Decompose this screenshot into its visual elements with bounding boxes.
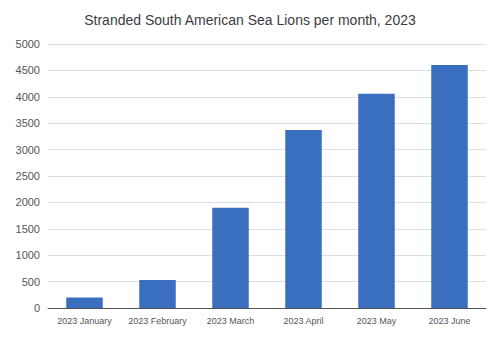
svg-text:0: 0 [34,302,40,314]
svg-text:1500: 1500 [16,223,40,235]
svg-text:500: 500 [22,276,40,288]
svg-text:4000: 4000 [16,91,40,103]
svg-text:2000: 2000 [16,196,40,208]
svg-text:3500: 3500 [16,117,40,129]
svg-text:1000: 1000 [16,249,40,261]
svg-text:2023 May: 2023 May [357,316,397,326]
svg-text:2023 February: 2023 February [128,316,187,326]
svg-text:2023 January: 2023 January [57,316,112,326]
svg-text:4500: 4500 [16,64,40,76]
svg-text:2023 March: 2023 March [207,316,255,326]
svg-text:Stranded South American Sea Li: Stranded South American Sea Lions per mo… [84,12,416,28]
svg-text:2500: 2500 [16,170,40,182]
svg-text:5000: 5000 [16,38,40,50]
svg-text:3000: 3000 [16,144,40,156]
svg-text:2023 June: 2023 June [428,316,470,326]
svg-text:2023 April: 2023 April [283,316,323,326]
